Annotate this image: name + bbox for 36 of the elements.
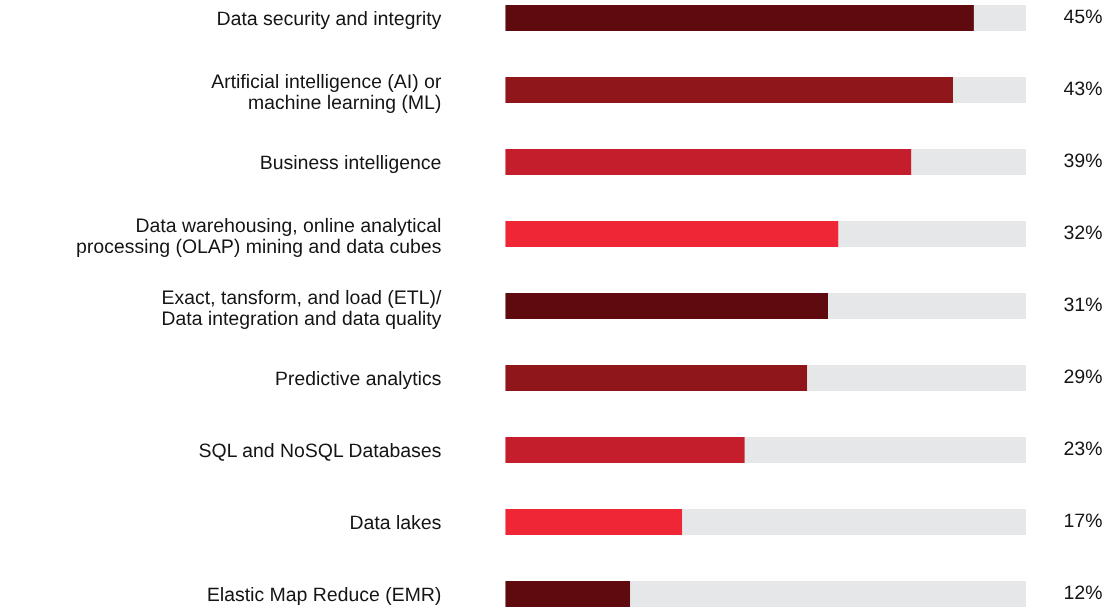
data-label: 43%: [1063, 81, 1102, 96]
data-label: 39%: [1064, 153, 1102, 168]
y-tick-label: SQL and NoSQL Databases: [199, 442, 441, 461]
y-tick-label: Elastic Map Reduce (EMR): [208, 586, 441, 606]
y-tick-label: Business intelligence: [261, 154, 441, 174]
bar: [505, 509, 683, 535]
bar: [505, 365, 808, 391]
bar: [505, 293, 829, 319]
bar: [911, 149, 1027, 175]
y-tick-label: Data warehousing, online analytical processing (OLAP) mining and data cubes: [77, 217, 441, 257]
bar: [807, 365, 1027, 391]
bar: [682, 509, 1027, 535]
y-tick-label: Exact, tansform, and load (ETL)/ Data integration and data quality: [163, 289, 442, 329]
data-label: 17%: [1065, 513, 1102, 528]
bar: [973, 5, 1027, 31]
y-tick-label: Data lakes: [351, 514, 441, 530]
data-label: 45%: [1063, 9, 1102, 24]
y-tick-label: Predictive analytics: [276, 370, 441, 390]
data-label: 32%: [1064, 225, 1102, 240]
bar: [505, 437, 745, 463]
bar: [505, 149, 912, 175]
data-label: 31%: [1064, 297, 1102, 312]
bar: [505, 581, 631, 607]
bar: [953, 77, 1027, 103]
bar: [838, 221, 1027, 247]
data-label: 12%: [1065, 585, 1102, 600]
bar: [505, 77, 954, 103]
data-label: 29%: [1064, 369, 1102, 384]
bar: [828, 293, 1027, 319]
bar: [505, 221, 839, 247]
y-tick-label: Artificial intelligence (AI) or machine learning (ML): [211, 73, 442, 113]
bar: [744, 437, 1027, 463]
data-label: 23%: [1064, 441, 1102, 456]
bar: [630, 581, 1027, 607]
bar: [505, 5, 974, 31]
y-tick-label: Data security and integrity: [218, 10, 442, 30]
